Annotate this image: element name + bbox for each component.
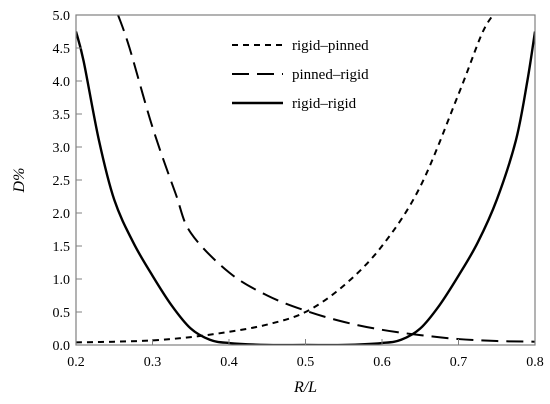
y-tick-label: 0.5 [53,306,71,321]
legend-label: pinned–rigid [292,67,369,83]
x-tick-label: 0.4 [220,355,238,370]
x-tick-label: 0.6 [373,355,391,370]
y-axis-label: D% [11,168,28,194]
x-tick-label: 0.7 [450,355,468,370]
x-tick-label: 0.8 [526,355,544,370]
ticks-layer: 0.2 0.3 0.4 0.5 0.6 0.7 0.8 0.0 0.5 1.0 1.5 2.0 2.5 3… [53,9,544,370]
series-layer [76,15,535,345]
y-tick-label: 2.5 [53,174,71,189]
series-line-0 [76,15,494,344]
y-tick-label: 4.0 [53,75,71,90]
y-tick-label: 1.5 [53,240,71,255]
legend-label: rigid–pinned [292,38,369,54]
x-tick-label: 0.5 [297,355,315,370]
y-tick-label: 3.0 [53,141,71,156]
legend-label: rigid–rigid [292,96,357,112]
series-line-1 [117,15,535,343]
y-tick-label: 5.0 [53,9,71,24]
x-axis-label: R/L [293,379,317,396]
x-tick-label: 0.3 [144,355,162,370]
x-tick-label: 0.2 [67,355,85,370]
plot-frame [75,14,536,346]
y-tick-label: 0.0 [53,339,71,354]
y-tick-label: 1.0 [53,273,71,288]
legend: rigid–pinned pinned–rigid rigid–rigid [232,38,369,112]
y-tick-label: 4.5 [53,42,71,57]
y-tick-label: 3.5 [53,108,71,123]
y-tick-label: 2.0 [53,207,71,222]
series-line-2 [76,31,535,345]
